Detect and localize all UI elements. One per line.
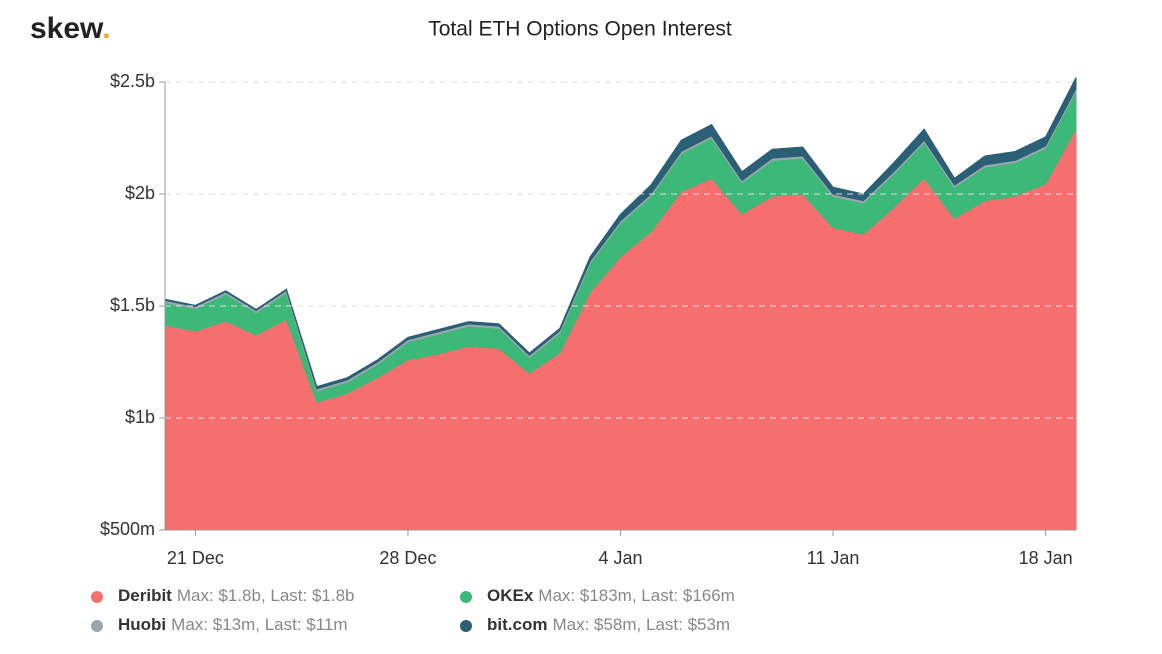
legend-name: bit.com bbox=[487, 615, 547, 634]
legend-marker bbox=[91, 620, 103, 632]
logo-dot: . bbox=[102, 12, 110, 45]
y-tick-label: $2b bbox=[125, 183, 155, 203]
legend-marker bbox=[460, 620, 472, 632]
legend-entry: Huobi Max: $13m, Last: $11m bbox=[118, 615, 348, 634]
x-tick-label: 18 Jan bbox=[1019, 548, 1073, 568]
legend-name: Deribit bbox=[118, 586, 172, 605]
legend-summary: Max: $1.8b, Last: $1.8b bbox=[177, 586, 355, 605]
y-tick-label: $1.5b bbox=[110, 295, 155, 315]
chart-title: Total ETH Options Open Interest bbox=[428, 18, 732, 41]
logo: skew. bbox=[30, 12, 111, 45]
legend-name: OKEx bbox=[487, 586, 534, 605]
x-tick-label: 28 Dec bbox=[379, 548, 436, 568]
legend-summary: Max: $13m, Last: $11m bbox=[171, 615, 347, 634]
legend-name: Huobi bbox=[118, 615, 166, 634]
x-tick-label: 4 Jan bbox=[598, 548, 642, 568]
x-tick-label: 11 Jan bbox=[807, 548, 860, 568]
logo-text: skew bbox=[30, 12, 104, 45]
legend-entry: bit.com Max: $58m, Last: $53m bbox=[487, 615, 730, 634]
legend-marker bbox=[91, 591, 103, 603]
legend-summary: Max: $183m, Last: $166m bbox=[538, 586, 735, 605]
legend-entry: OKEx Max: $183m, Last: $166m bbox=[487, 586, 735, 605]
legend-marker bbox=[460, 591, 472, 603]
legend-entry: Deribit Max: $1.8b, Last: $1.8b bbox=[118, 586, 355, 605]
y-tick-label: $500m bbox=[100, 519, 155, 539]
y-tick-label: $2.5b bbox=[110, 71, 155, 91]
area bbox=[164, 77, 1077, 390]
x-tick-label: 21 Dec bbox=[167, 548, 224, 568]
legend-summary: Max: $58m, Last: $53m bbox=[552, 615, 730, 634]
y-tick-label: $1b bbox=[125, 407, 155, 427]
